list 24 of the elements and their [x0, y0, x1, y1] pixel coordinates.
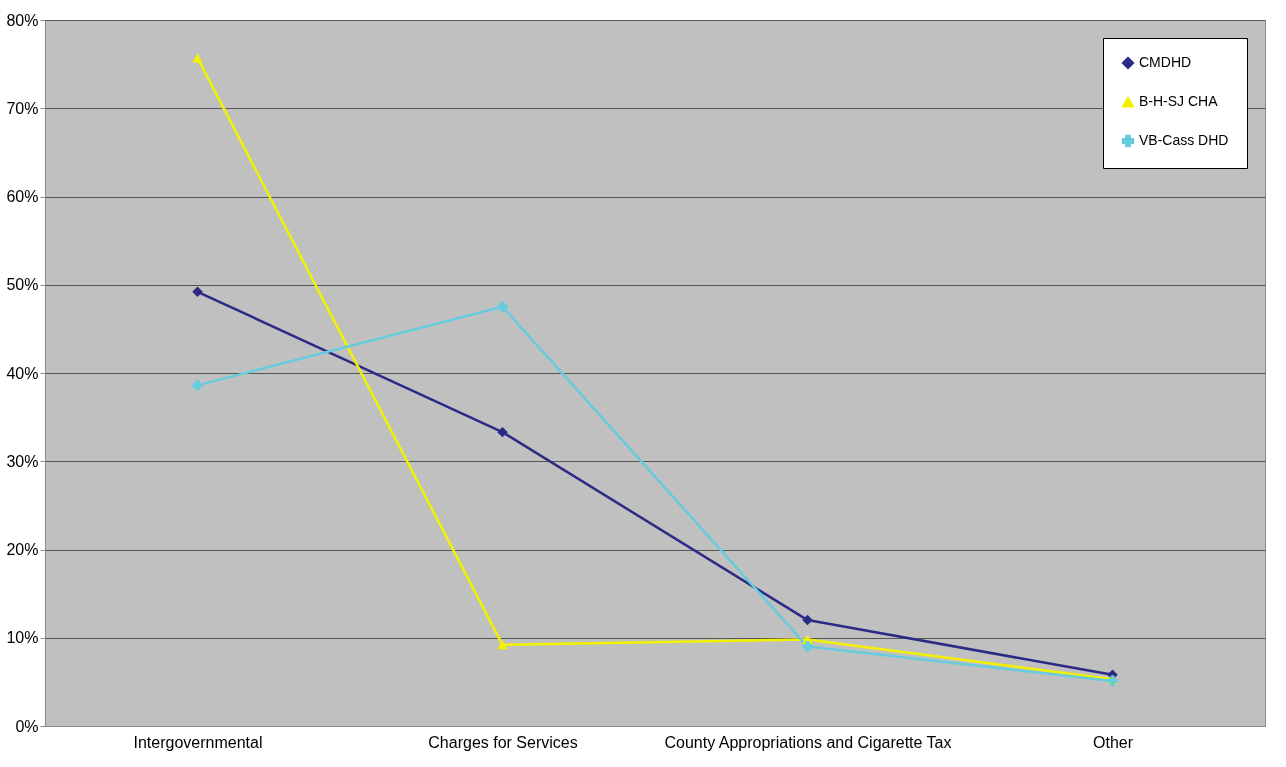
- point: [192, 286, 203, 298]
- point: [192, 53, 203, 63]
- y-tick-label: 0%: [15, 717, 39, 735]
- y-tick-label: 30%: [6, 452, 39, 470]
- y-tick-label: 70%: [6, 99, 39, 117]
- point: [497, 640, 508, 650]
- x-tick-label: County Appropriations and Cigarette Tax: [664, 733, 952, 751]
- point: [497, 301, 508, 313]
- x-tick-label: Other: [1092, 733, 1134, 751]
- legend-label: CMDHD: [1139, 54, 1192, 70]
- legend-label: VB-Cass DHD: [1139, 132, 1229, 148]
- y-tick-label: 10%: [6, 629, 39, 647]
- y-tick-label: 80%: [6, 11, 39, 29]
- x-tick-label: Charges for Services: [428, 733, 578, 751]
- point: [497, 426, 508, 438]
- point: [802, 641, 813, 652]
- y-tick-label: 60%: [6, 188, 39, 205]
- point: [192, 380, 203, 391]
- point: [802, 614, 813, 626]
- y-tick-label: 20%: [6, 541, 39, 558]
- y-tick-label: 40%: [6, 364, 39, 382]
- x-tick-label: Intergovernmental: [133, 733, 263, 751]
- y-tick-label: 50%: [6, 276, 39, 294]
- legend-label: B-H-SJ CHA: [1139, 93, 1219, 109]
